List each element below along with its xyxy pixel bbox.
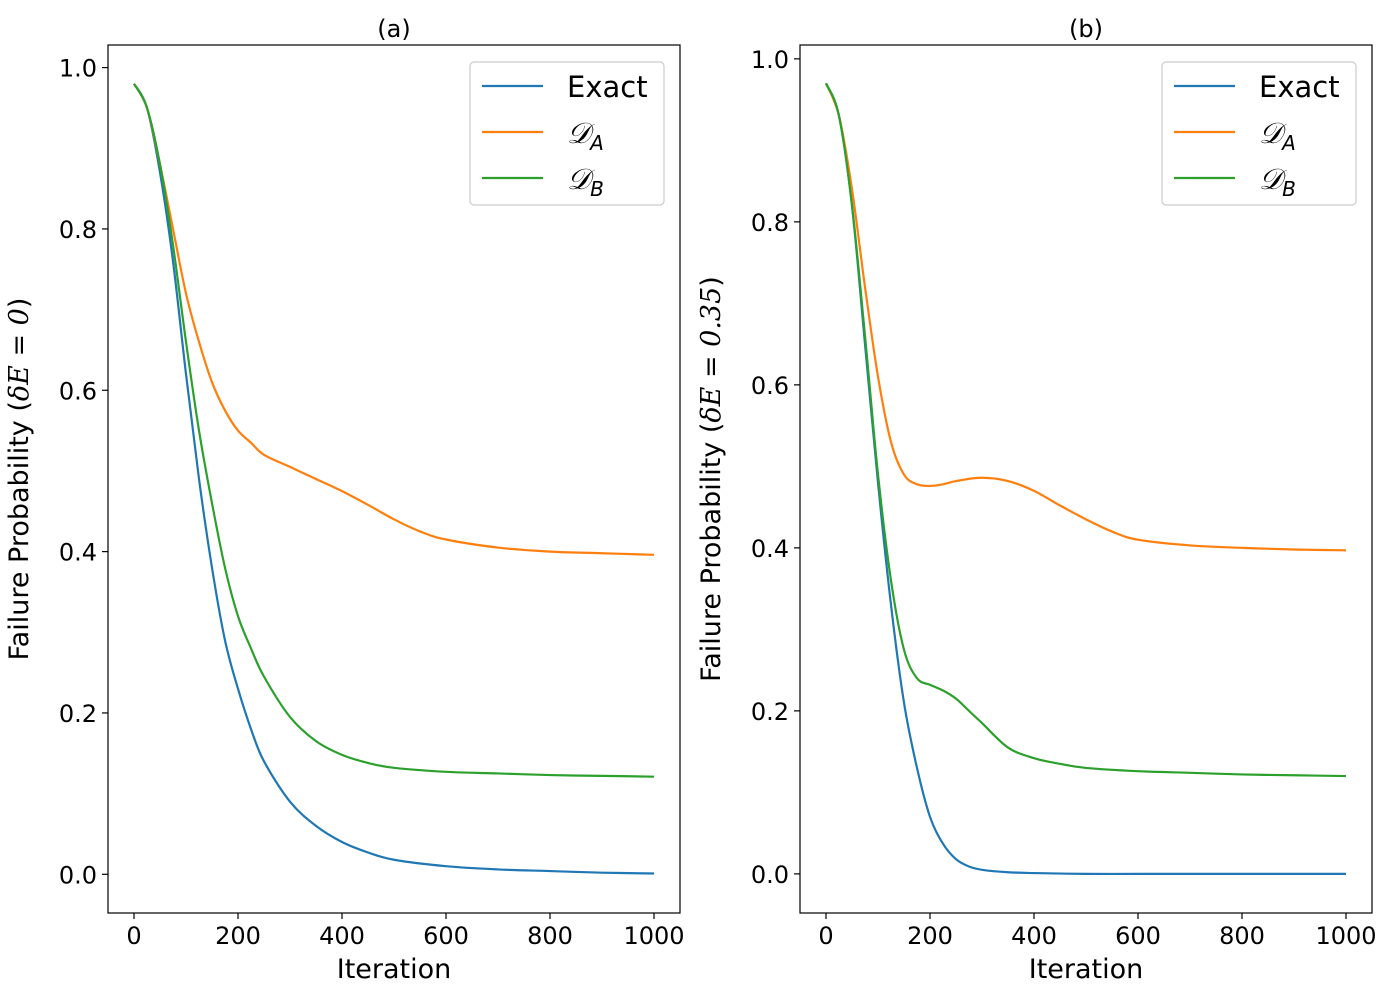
x-tick-label: 200	[215, 922, 261, 950]
legend: Exact 𝒟A 𝒟B	[1161, 61, 1357, 206]
series-group	[824, 82, 1347, 876]
x-tick-label: 400	[319, 922, 365, 950]
y-axis-label-text: Failure Probability (	[4, 401, 35, 660]
series-line-db	[824, 82, 1347, 778]
series-group	[133, 83, 655, 875]
x-tick-label: 600	[423, 922, 469, 950]
x-tick-label: 1000	[1315, 922, 1376, 950]
y-tick-label: 0.2	[751, 698, 789, 726]
y-axis-label: Failure Probability (δE = 0.35)	[696, 276, 727, 682]
x-tick-label: 800	[1219, 922, 1265, 950]
x-axis-label: Iteration	[1029, 954, 1144, 985]
series-line-exact	[133, 83, 655, 875]
legend-box	[469, 61, 665, 206]
axes-frame	[107, 44, 681, 914]
y-tick-label: 1.0	[751, 46, 789, 74]
y-tick-label: 0.4	[751, 535, 789, 563]
x-axis-label: Iteration	[337, 954, 452, 985]
legend-label-sub: B	[590, 177, 604, 201]
panel-a: 0 200 400 600 800 1000 0.0 0.2 0.4 0.6 0.8 1.0 (a) It…	[4, 15, 685, 985]
series-line-da	[133, 83, 655, 556]
x-tick-label: 600	[1115, 922, 1161, 950]
y-axis-label: Failure Probability (δE = 0)	[4, 298, 35, 661]
legend-box	[1161, 61, 1357, 206]
x-tick-label: 400	[1011, 922, 1057, 950]
legend-label: 𝒟A	[1259, 116, 1296, 155]
y-axis-label-text: Failure Probability (	[696, 423, 727, 682]
panel-title: (b)	[1069, 15, 1103, 43]
y-tick-label: 0.4	[59, 539, 97, 567]
x-tick-label: 800	[527, 922, 573, 950]
legend-label-sub: A	[588, 131, 604, 155]
y-tick-label: 0.0	[59, 861, 97, 889]
axes-frame	[799, 44, 1373, 914]
y-axis-label-math: δE = 0.35	[696, 287, 727, 423]
legend-label-sub: B	[1282, 177, 1296, 201]
legend-label: 𝒟B	[1259, 162, 1296, 201]
y-tick-label: 0.8	[751, 209, 789, 237]
panel-title: (a)	[377, 15, 410, 43]
x-tick-label: 200	[907, 922, 953, 950]
series-line-db	[133, 83, 655, 778]
legend-label-sub: A	[1280, 131, 1296, 155]
x-tick-label: 0	[818, 922, 833, 950]
y-tick-label: 0.2	[59, 700, 97, 728]
y-tick-label: 0.6	[751, 372, 789, 400]
y-tick-label: 0.0	[751, 861, 789, 889]
x-tick-label: 0	[126, 922, 141, 950]
y-tick-label: 0.6	[59, 377, 97, 405]
legend-label: Exact	[1259, 70, 1340, 104]
y-axis-label-math: δE = 0	[4, 308, 35, 401]
x-tick-label: 1000	[623, 922, 684, 950]
panel-b: 0 200 400 600 800 1000 0.0 0.2 0.4 0.6 0.8 1.0 (b) It…	[696, 15, 1377, 985]
series-line-da	[824, 82, 1347, 552]
legend-label: Exact	[567, 70, 648, 104]
y-axis-label-text: )	[4, 298, 35, 309]
y-tick-label: 1.0	[59, 55, 97, 83]
y-tick-label: 0.8	[59, 216, 97, 244]
y-axis-label-text: )	[696, 276, 727, 287]
